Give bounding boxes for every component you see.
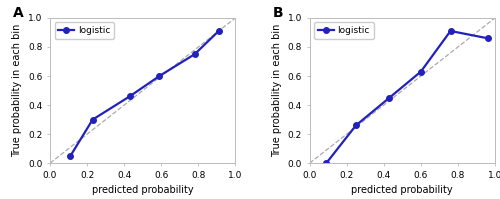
Legend: logistic: logistic — [54, 22, 114, 39]
logistic — [324, 162, 330, 164]
logistic — [353, 124, 359, 127]
Line: logistic: logistic — [324, 28, 490, 166]
logistic — [126, 95, 132, 98]
logistic — [386, 97, 392, 99]
logistic — [418, 70, 424, 73]
logistic — [156, 75, 162, 77]
Line: logistic: logistic — [68, 28, 222, 159]
logistic — [484, 37, 490, 39]
logistic — [68, 155, 73, 157]
Y-axis label: True probability in each bin: True probability in each bin — [272, 24, 282, 157]
X-axis label: predicted probability: predicted probability — [92, 185, 194, 195]
Text: A: A — [13, 6, 24, 20]
Y-axis label: True probability in each bin: True probability in each bin — [12, 24, 22, 157]
X-axis label: predicted probability: predicted probability — [352, 185, 453, 195]
logistic — [448, 30, 454, 32]
Text: B: B — [272, 6, 283, 20]
logistic — [192, 53, 198, 56]
Legend: logistic: logistic — [314, 22, 374, 39]
logistic — [90, 118, 96, 121]
logistic — [216, 30, 222, 32]
